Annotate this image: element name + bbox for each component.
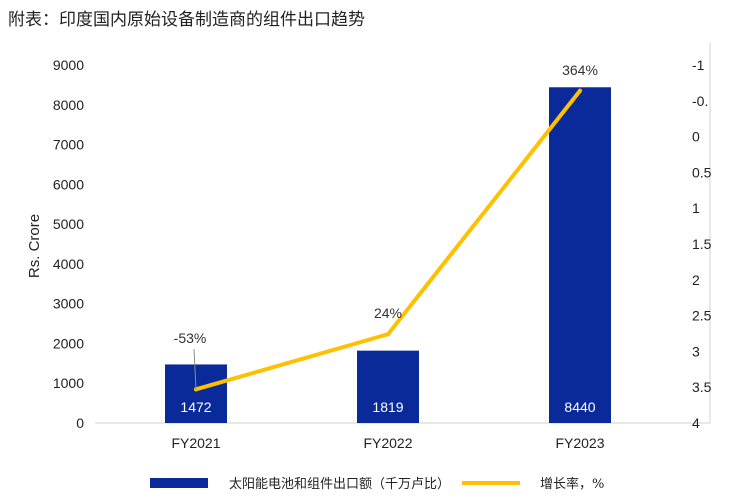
right-tick-label: 0 xyxy=(692,129,700,145)
left-tick-label: 2000 xyxy=(53,335,84,351)
right-tick-label: 1.5 xyxy=(692,236,712,252)
left-tick-label: 4000 xyxy=(53,256,84,272)
right-tick-label: 3 xyxy=(692,343,700,359)
right-tick-label: -1 xyxy=(692,57,705,73)
chart-caption: 附表：印度国内原始设备制造商的组件出口趋势 xyxy=(8,10,365,30)
left-tick-label: 5000 xyxy=(53,216,84,232)
left-tick-label: 9000 xyxy=(53,57,84,73)
growth-line-layer xyxy=(193,88,582,392)
left-tick-label: 6000 xyxy=(53,176,84,192)
bar-value-label: 8440 xyxy=(564,399,595,415)
legend-line-label: 增长率，% xyxy=(540,476,604,492)
bars xyxy=(165,87,611,423)
right-axis: -1 -0. 0 0.5 1 1.5 2 2.5 3 3.5 4 xyxy=(692,57,712,431)
leader-line xyxy=(193,348,197,390)
left-tick-label: 8000 xyxy=(53,97,84,113)
legend: 太阳能电池和组件出口额（千万卢比） 增长率，% xyxy=(150,476,604,492)
category-label: FY2023 xyxy=(555,435,604,451)
right-tick-label: 0.5 xyxy=(692,164,712,180)
right-tick-label: 1 xyxy=(692,200,700,216)
bar xyxy=(357,350,419,423)
legend-bar-swatch xyxy=(150,478,208,488)
growth-value-label: 24% xyxy=(374,305,402,321)
right-tick-label: 2.5 xyxy=(692,308,712,324)
y-axis-label: Rs. Crore xyxy=(26,214,43,278)
growth-point xyxy=(386,332,390,337)
growth-value-label: 364% xyxy=(562,62,598,78)
legend-bar-label: 太阳能电池和组件出口额（千万卢比） xyxy=(229,476,450,492)
bar-value-label: 1819 xyxy=(372,399,403,415)
category-label: FY2021 xyxy=(171,435,220,451)
right-tick-label: 3.5 xyxy=(692,379,712,395)
right-tick-label: -0. xyxy=(692,93,708,109)
growth-line xyxy=(194,88,582,392)
growth-point xyxy=(578,88,582,93)
left-tick-label: 7000 xyxy=(53,137,84,153)
growth-value-label: -53% xyxy=(174,330,207,346)
bar-value-label: 1472 xyxy=(180,399,211,415)
category-label: FY2022 xyxy=(363,435,412,451)
labels: 1472 FY2021 1819 FY2022 8440 FY2023 -53% 24% 364… xyxy=(171,62,604,451)
bar xyxy=(549,87,611,423)
left-tick-label: 3000 xyxy=(53,296,84,312)
right-tick-label: 2 xyxy=(692,272,700,288)
right-tick-label: 4 xyxy=(692,415,700,431)
left-tick-label: 1000 xyxy=(53,375,84,391)
left-tick-label: 0 xyxy=(76,415,84,431)
bar xyxy=(165,364,227,423)
